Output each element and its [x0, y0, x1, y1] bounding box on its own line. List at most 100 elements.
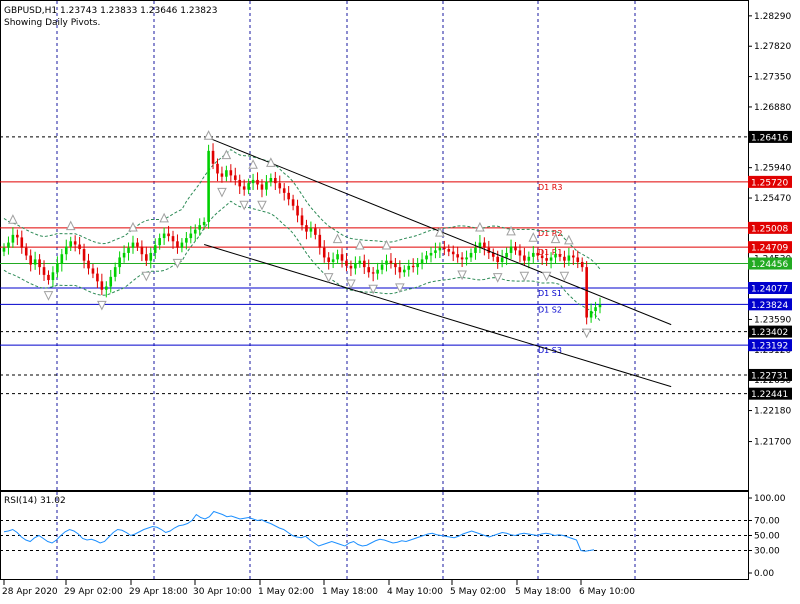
pivot-level-label: D1 R2 [538, 229, 562, 238]
price-tag-text: 1.24456 [751, 260, 788, 270]
candle-body [78, 244, 81, 250]
rsi-tick-label: 100.00 [754, 494, 786, 504]
candle-body [358, 260, 362, 264]
candle-body [87, 260, 90, 269]
candle-body [425, 255, 428, 260]
candle-body [96, 273, 99, 282]
candle-body [33, 259, 37, 265]
time-tick-label: 4 May 10:00 [387, 587, 443, 597]
candle-body [20, 237, 24, 248]
candle-body [429, 252, 433, 256]
candle-body [474, 247, 477, 253]
chart-symbol-ohlc: GBPUSD,H1 1.23743 1.23833 1.23646 1.2382… [4, 6, 217, 16]
fractal-up [506, 225, 516, 236]
time-axis[interactable]: 28 Apr 2020 29 Apr 02:00 29 Apr 18:00 30 Ap… [2, 580, 635, 597]
upper-band [3, 148, 601, 270]
candle-body [438, 247, 442, 251]
fractal-down [457, 270, 467, 281]
candle-body [118, 257, 121, 268]
candle-body [185, 238, 188, 243]
price-tag [748, 282, 792, 295]
fractal-down [368, 284, 378, 295]
candle-body [251, 179, 255, 184]
price-tick-label: 1.26880 [754, 103, 791, 113]
candle-body [47, 274, 50, 281]
fractal-up [355, 239, 365, 250]
candle-body [331, 259, 335, 262]
rsi-tick-label: 50.00 [754, 532, 780, 542]
candle-body [523, 255, 526, 261]
candle-body [149, 252, 153, 261]
candle-body [73, 241, 77, 245]
time-tick-label: 6 May 10:00 [579, 587, 635, 597]
candle-body [536, 252, 540, 256]
candle-body [202, 221, 206, 226]
candle-body [56, 263, 59, 273]
candle-body [216, 163, 219, 174]
candle-body [60, 254, 64, 264]
price-tick-label: 1.21700 [754, 438, 791, 448]
candle-body [478, 242, 482, 248]
candle-body [7, 242, 10, 248]
candle-body [274, 177, 277, 184]
time-tick-label: 5 May 18:00 [515, 587, 571, 597]
candle-body [589, 311, 593, 318]
candle-body [572, 255, 575, 258]
candle-body [371, 272, 375, 274]
bands [3, 148, 601, 322]
candle-body [29, 255, 32, 265]
candle-body [549, 257, 553, 261]
candle-body [305, 225, 308, 232]
candle-body [349, 265, 353, 269]
price-tag-text: 1.24709 [751, 244, 788, 254]
price-tag-text: 1.25720 [751, 178, 788, 188]
candle-body [416, 263, 419, 268]
price-tick-label: 1.23590 [754, 315, 791, 325]
time-tick-label: 5 May 02:00 [450, 587, 506, 597]
price-tag [748, 175, 792, 188]
candle-body [225, 170, 228, 177]
fractal-up [550, 233, 561, 244]
candle-body [420, 259, 424, 264]
candle-body [345, 260, 348, 266]
candle-body [434, 250, 437, 253]
candle-body [309, 228, 313, 232]
candle-body [82, 249, 86, 261]
candle-body [38, 259, 41, 268]
candle-body [402, 269, 406, 273]
candle-body [567, 255, 571, 261]
candle-body [514, 246, 517, 251]
price-tag-text: 1.23192 [751, 342, 788, 352]
candle-body [171, 236, 175, 242]
pivot-level-label: D1 S2 [538, 305, 562, 314]
candle-body [531, 252, 535, 257]
fractal-up [332, 233, 343, 244]
price-tag-text: 1.25008 [751, 224, 788, 234]
candle-body [238, 179, 242, 187]
fractal-down [257, 200, 267, 211]
candle-body [518, 250, 522, 256]
candle-body [545, 258, 548, 261]
candle-body [496, 256, 500, 262]
fractal-down [323, 273, 334, 283]
candle-body [407, 265, 411, 270]
price-tag-dark-text: 1.23402 [751, 328, 788, 338]
candle-body [443, 247, 446, 250]
time-tick-label: 1 May 18:00 [322, 587, 378, 597]
candle-body [233, 175, 237, 180]
price-tag-dark [748, 325, 792, 338]
candle-body [336, 254, 339, 260]
candle-body [176, 241, 179, 248]
candle-body [211, 150, 215, 164]
candle-body [500, 257, 504, 262]
candle-body [229, 170, 233, 176]
lower-band [3, 200, 601, 322]
channel-lower-line [204, 244, 672, 388]
rsi-series [3, 510, 595, 552]
candle-body [198, 225, 202, 230]
candle-body [158, 238, 161, 246]
candle-body [145, 254, 148, 261]
candle-body [104, 286, 108, 290]
candle-body [527, 256, 531, 261]
fractal-down [581, 328, 592, 339]
